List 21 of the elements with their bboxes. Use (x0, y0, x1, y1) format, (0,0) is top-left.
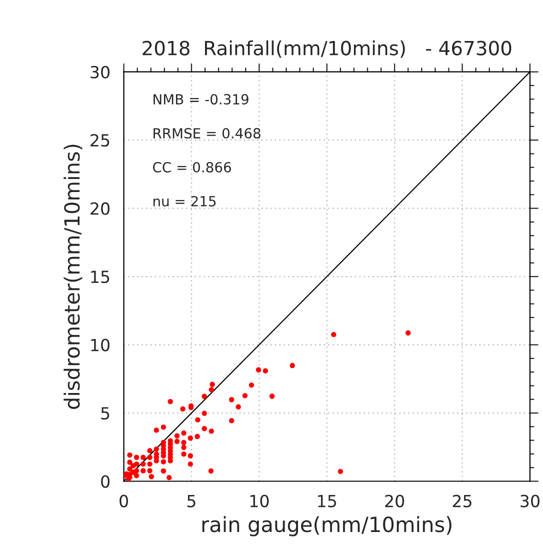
x-tick-label: 30 (520, 494, 540, 508)
annotation: RRMSE = 0.468 (154, 128, 260, 139)
annotation: nu = 215 (153, 196, 216, 206)
chart-title: 2018 Rainfall(mm/10mins) - 467300 (142, 40, 512, 58)
y-tick-label: 20 (90, 202, 110, 215)
x-tick-label: 20 (385, 494, 404, 508)
x-axis-title: rain gauge(mm/10mins) (202, 516, 452, 536)
x-tick-label: 15 (318, 494, 336, 508)
y-tick-label: 5 (101, 407, 110, 420)
annotation: NMB = -0.319 (154, 94, 248, 105)
x-tick-label: 5 (187, 494, 196, 508)
annotation: CC = 0.866 (153, 162, 231, 172)
x-tick-label: 0 (120, 494, 128, 508)
y-tick-label: 0 (101, 475, 110, 488)
y-axis-title: disdrometer(mm/10mins) (64, 144, 82, 409)
x-tick-label: 10 (250, 494, 269, 508)
x-tick-label: 25 (452, 494, 472, 508)
y-tick-label: 30 (90, 66, 110, 78)
y-tick-label: 15 (91, 270, 110, 284)
y-tick-label: 25 (90, 134, 110, 147)
y-tick-label: 10 (91, 338, 110, 352)
